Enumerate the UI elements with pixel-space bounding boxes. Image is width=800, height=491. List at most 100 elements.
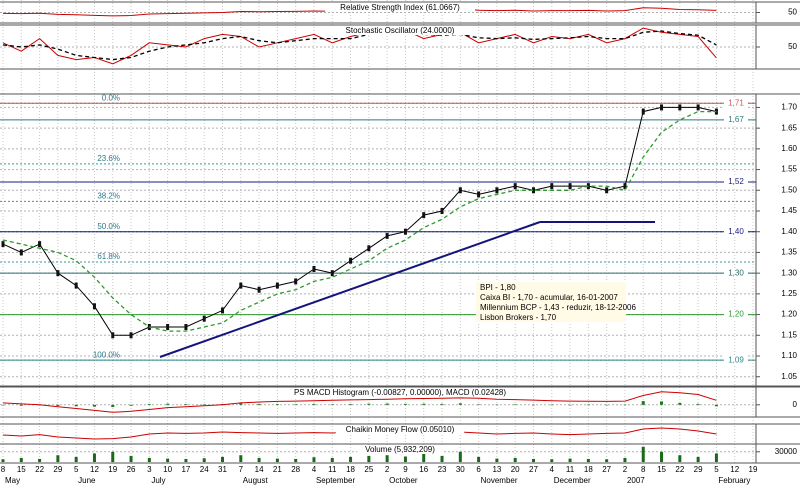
- x-tick-label: 8: [641, 465, 646, 474]
- price-bar: [623, 183, 627, 190]
- bar: [312, 457, 316, 462]
- x-tick-label: 2: [385, 465, 390, 474]
- price-bar: [714, 108, 718, 115]
- title-box: [282, 388, 518, 397]
- annotation-box: [476, 282, 626, 322]
- title-box: [329, 26, 471, 35]
- bar: [166, 458, 170, 462]
- price-bar: [19, 249, 23, 256]
- y-tick-label: 50: [788, 8, 797, 17]
- bar: [1, 404, 5, 406]
- bar: [696, 403, 700, 405]
- bar: [129, 404, 133, 406]
- bar: [38, 458, 42, 462]
- annotation: Lisbon Brokers - 1,70: [480, 313, 557, 322]
- x-tick-label: 19: [108, 465, 117, 474]
- bar: [623, 457, 627, 462]
- price-bar: [312, 266, 316, 272]
- bar: [550, 459, 554, 462]
- bar: [458, 451, 462, 462]
- y-tick-label: 1.25: [781, 289, 797, 298]
- y-tick-label: 1.60: [781, 144, 797, 153]
- bar: [477, 404, 481, 405]
- bar: [605, 459, 609, 462]
- bar: [696, 456, 700, 462]
- bar: [92, 453, 96, 462]
- x-tick-label: 20: [511, 465, 520, 474]
- price-bar: [202, 315, 206, 322]
- price-bar: [440, 208, 444, 214]
- bar: [349, 404, 353, 405]
- month-label: August: [243, 476, 269, 485]
- price-bar: [422, 212, 426, 219]
- bar: [458, 403, 462, 405]
- x-tick-label: 16: [419, 465, 428, 474]
- bar: [257, 457, 261, 462]
- bar: [184, 404, 188, 405]
- month-label: June: [78, 476, 96, 485]
- level-label: 1,20: [728, 310, 744, 319]
- price-bar: [495, 187, 499, 194]
- panel-title: Stochastic Oscillator (24.0000): [346, 26, 455, 35]
- y-tick-label: 1.70: [781, 103, 797, 112]
- month-label: May: [5, 476, 20, 485]
- level-label-box: [724, 355, 748, 366]
- price-bar: [605, 187, 609, 194]
- bar: [586, 458, 590, 462]
- x-tick-label: 28: [291, 465, 300, 474]
- x-tick-label: 24: [200, 465, 209, 474]
- level-label-box: [724, 177, 748, 187]
- bar: [678, 455, 682, 462]
- fibonacci-label: 100.0%: [93, 350, 120, 359]
- price-bar: [550, 183, 554, 190]
- price-bar: [275, 282, 279, 289]
- y-tick-label: 1.15: [781, 330, 797, 339]
- bar: [129, 455, 133, 462]
- fibonacci-label: 23.6%: [97, 154, 120, 163]
- fibonacci-label: 0.0%: [102, 93, 120, 102]
- fibonacci-label: 38.2%: [97, 192, 120, 201]
- bar: [513, 457, 517, 462]
- bar: [367, 403, 371, 405]
- annotation: BPI - 1,80: [480, 283, 516, 292]
- annotation: Caixa BI - 1,70 - acumular, 16-01-2007: [480, 293, 618, 302]
- y-tick-label: 0: [793, 400, 798, 409]
- bar: [623, 404, 627, 406]
- panel-title: Volume (5,932,209): [365, 445, 435, 454]
- bar: [440, 403, 444, 405]
- panel-title: PS MACD Histogram (-0.00827, 0.00000), M…: [294, 388, 506, 397]
- annotation: Millennium BCP - 1,43 - reduzir, 18-12-2…: [480, 303, 636, 312]
- bar: [440, 455, 444, 462]
- bar: [714, 453, 718, 462]
- bar: [92, 404, 96, 407]
- bar: [239, 403, 243, 405]
- bar: [568, 458, 572, 462]
- month-label: February: [718, 476, 750, 485]
- price-bar: [184, 324, 188, 330]
- price-bar: [129, 332, 133, 339]
- bar: [294, 458, 298, 462]
- x-tick-label: 21: [273, 465, 282, 474]
- bar: [660, 451, 664, 462]
- bar: [641, 446, 645, 462]
- x-tick-label: 23: [438, 465, 447, 474]
- month-label: November: [481, 476, 518, 485]
- x-tick-label: 7: [239, 465, 244, 474]
- y-tick-label: 1.45: [781, 206, 797, 215]
- y-tick-label: 1.35: [781, 248, 797, 257]
- x-tick-label: 13: [492, 465, 501, 474]
- bar: [403, 456, 407, 462]
- month-label: September: [316, 476, 355, 485]
- price-bar: [294, 278, 298, 285]
- price-bar: [513, 183, 517, 190]
- x-tick-label: 27: [602, 465, 611, 474]
- level-label: 1,52: [728, 177, 744, 186]
- bar: [330, 457, 334, 462]
- bar: [403, 403, 407, 405]
- bar: [19, 457, 23, 462]
- x-tick-label: 4: [550, 465, 555, 474]
- bar: [605, 404, 609, 406]
- y-tick-label: 1.65: [781, 123, 797, 132]
- level-label: 1,67: [728, 115, 744, 124]
- panel-title: Relative Strength Index (61.0667): [340, 3, 460, 12]
